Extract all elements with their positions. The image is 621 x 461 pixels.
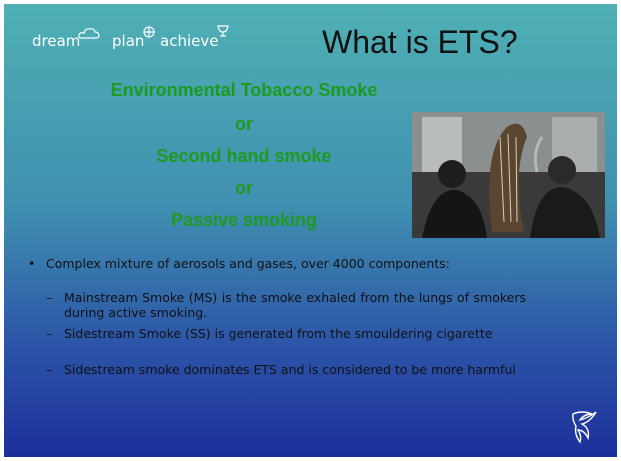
logo-word: dream xyxy=(32,32,80,50)
logo-word: plan xyxy=(112,32,144,50)
sub-bullet-text: Sidestream smoke dominates ETS and is co… xyxy=(64,362,526,377)
trophy-icon xyxy=(216,24,230,38)
highlight-line: Passive smoking xyxy=(44,210,444,231)
sub-bullet-text: Mainstream Smoke (MS) is the smoke exhal… xyxy=(64,290,526,320)
bird-logo xyxy=(570,408,600,444)
highlight-line: Environmental Tobacco Smoke xyxy=(44,80,444,101)
sub-bullet: – xyxy=(46,290,52,305)
photo xyxy=(412,112,605,238)
highlight-line: or xyxy=(44,178,444,199)
cloud-icon xyxy=(78,26,100,40)
sub-bullet: – xyxy=(46,362,52,377)
slide: dream plan achieve What is ETS? Environm… xyxy=(4,4,617,457)
sub-bullet-text: Sidestream Smoke (SS) is generated from … xyxy=(64,326,526,341)
logo-word: achieve xyxy=(160,32,218,50)
slide-title: What is ETS? xyxy=(322,24,518,61)
bullet-text: Complex mixture of aerosols and gases, o… xyxy=(46,256,526,271)
plus-icon xyxy=(143,26,155,38)
highlight-line: or xyxy=(44,114,444,135)
highlight-line: Second hand smoke xyxy=(44,146,444,167)
sub-bullet: – xyxy=(46,326,52,341)
bullet: • xyxy=(28,256,35,271)
